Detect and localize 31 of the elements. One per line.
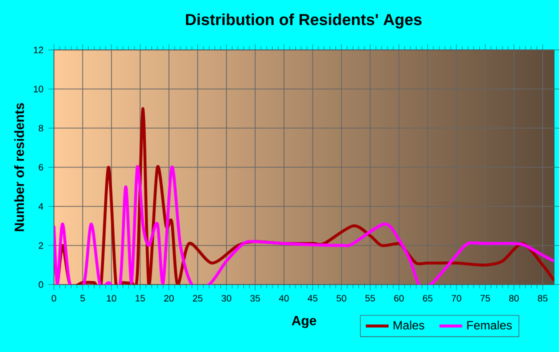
- x-tick-label: 55: [365, 294, 375, 302]
- x-tick-label: 45: [308, 294, 318, 302]
- x-tick-label: 60: [394, 294, 404, 302]
- x-tick-label: 50: [336, 294, 346, 302]
- x-tick-label: 15: [136, 294, 145, 302]
- x-tick-label: 80: [509, 294, 519, 302]
- x-tick-label: 10: [106, 294, 116, 302]
- y-tick-label: 4: [38, 202, 44, 210]
- x-tick-label: 5: [80, 294, 85, 302]
- x-tick-label: 25: [192, 294, 202, 302]
- line-series: [54, 166, 554, 284]
- x-tick-label: 20: [164, 294, 174, 302]
- x-axis-title: Age: [292, 316, 316, 328]
- x-tick-label: 85: [538, 294, 548, 302]
- chart-title: Distribution of Residents' Ages: [186, 13, 422, 28]
- x-tick-label: 75: [480, 294, 490, 302]
- x-tick-label: 70: [452, 294, 462, 302]
- y-tick-label: 2: [38, 242, 44, 248]
- y-tick-label: 0: [38, 281, 44, 288]
- x-tick-label: 65: [422, 294, 432, 302]
- legend-label: Females: [467, 320, 512, 330]
- x-tick-label: 30: [222, 294, 232, 302]
- x-tick-label: 40: [278, 294, 289, 302]
- y-tick-label: 12: [34, 46, 44, 53]
- y-axis-title: Number of residents: [14, 102, 24, 231]
- x-tick-label: 35: [250, 294, 260, 302]
- legend-label: Males: [394, 320, 424, 330]
- y-tick-label: 10: [34, 86, 44, 92]
- x-tick-label: 0: [52, 294, 56, 302]
- y-tick-label: 6: [38, 164, 44, 170]
- y-tick-label: 8: [38, 124, 44, 132]
